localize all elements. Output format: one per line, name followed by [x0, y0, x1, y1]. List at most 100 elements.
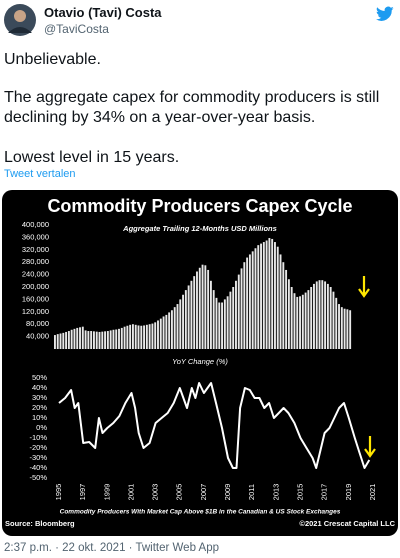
y-tick-label: 20%	[32, 403, 47, 412]
y-tick-label: 400,000	[22, 220, 49, 229]
y-tick-label: 160,000	[22, 294, 49, 303]
bar	[226, 296, 229, 349]
bar	[151, 323, 154, 349]
y-tick-label: 360,000	[22, 232, 49, 241]
x-tick-label: 2011	[247, 484, 256, 500]
bar	[176, 304, 179, 349]
bar	[254, 248, 257, 349]
y-tick-label: 30%	[32, 393, 47, 402]
bar	[313, 283, 315, 349]
bar	[70, 329, 73, 349]
y-tick-label: 50%	[32, 373, 47, 382]
x-tick-label: 1995	[54, 484, 63, 501]
bar	[287, 279, 290, 349]
bar	[193, 276, 196, 349]
bar	[223, 299, 226, 349]
bar	[229, 291, 232, 349]
bar	[279, 254, 282, 349]
translate-link[interactable]: Tweet vertalen	[4, 168, 76, 180]
y-tick-label: 0%	[36, 423, 47, 432]
y-tick-label: -20%	[29, 443, 47, 452]
bar	[56, 334, 59, 349]
bar	[173, 307, 176, 349]
chart-title: Commodity Producers Capex Cycle	[47, 196, 352, 216]
bar	[282, 262, 285, 349]
bar	[115, 329, 118, 349]
bar	[307, 290, 310, 349]
bar	[343, 308, 346, 349]
author-handle[interactable]: @TaviCosta	[44, 22, 109, 36]
y-tick-label: -10%	[29, 433, 47, 442]
bar	[271, 238, 274, 349]
bar	[98, 331, 101, 349]
x-tick-label: 1997	[78, 484, 87, 501]
bar	[65, 331, 68, 349]
bar	[196, 271, 198, 349]
bar	[324, 281, 327, 349]
bar	[157, 320, 159, 349]
bar	[101, 331, 104, 349]
bar	[240, 268, 243, 349]
bar	[251, 251, 254, 349]
bar	[109, 330, 112, 349]
bar	[143, 325, 146, 349]
y-tick-label: -30%	[29, 453, 47, 462]
bar	[184, 290, 187, 349]
twitter-logo[interactable]	[376, 6, 394, 22]
bar	[243, 262, 246, 349]
x-tick-label: 2021	[368, 484, 377, 501]
bar	[329, 287, 332, 349]
bar	[276, 246, 279, 349]
bar	[159, 318, 162, 349]
tweet-meta[interactable]: 2:37 p.m. · 22 okt. 2021 · Twitter Web A…	[4, 542, 219, 554]
bar	[215, 297, 218, 349]
bar	[140, 325, 143, 349]
bar	[326, 283, 329, 349]
bar	[268, 238, 271, 349]
bar	[123, 326, 126, 349]
y-tick-label: 120,000	[22, 307, 49, 316]
bar	[79, 327, 81, 349]
bar	[332, 291, 335, 349]
bar	[104, 331, 107, 349]
bar	[335, 297, 338, 349]
bar	[134, 324, 137, 349]
bar	[310, 287, 313, 349]
bar	[73, 328, 76, 349]
bar	[87, 331, 90, 349]
author-name[interactable]: Otavio (Tavi) Costa	[44, 5, 162, 20]
bar	[190, 280, 193, 349]
bar	[218, 302, 221, 349]
bar	[349, 310, 352, 349]
bar	[209, 280, 212, 349]
x-tick-label: 1999	[102, 484, 111, 501]
y-tick-label: -50%	[29, 473, 47, 482]
arrow	[358, 276, 370, 298]
bar	[182, 294, 185, 349]
bar	[165, 314, 168, 349]
bar	[237, 274, 240, 349]
bar	[187, 285, 190, 349]
tweet-media[interactable]: Commodity Producers Capex Cycle Aggregat…	[2, 190, 398, 536]
bar	[232, 287, 235, 349]
bar	[340, 307, 343, 349]
bar	[95, 331, 98, 349]
tweet-text: Lowest level in 15 years.	[4, 149, 180, 166]
x-tick-label: 2009	[223, 484, 232, 501]
bar	[162, 316, 165, 349]
y-tick-label: 280,000	[22, 257, 49, 266]
x-tick-label: 2019	[344, 484, 353, 501]
bar	[318, 280, 321, 349]
bar	[76, 327, 79, 349]
bar	[301, 294, 304, 349]
bar	[90, 331, 93, 349]
bar	[62, 332, 65, 349]
bar	[129, 324, 132, 349]
bar	[207, 269, 210, 349]
bar	[106, 331, 109, 349]
bar	[346, 309, 349, 349]
avatar[interactable]	[3, 3, 37, 37]
x-tick-label: 2005	[175, 484, 184, 501]
bar	[112, 329, 115, 349]
bar	[154, 322, 157, 349]
